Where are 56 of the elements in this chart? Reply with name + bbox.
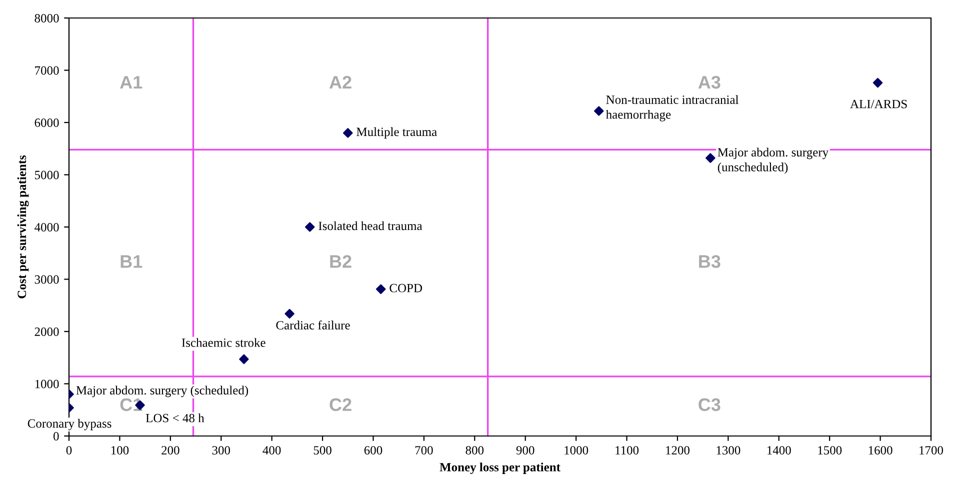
x-tick-label: 500 bbox=[314, 446, 332, 455]
annotation: A3 bbox=[698, 76, 720, 89]
y-tick-label: 7000 bbox=[35, 66, 59, 75]
x-tick-label: 1600 bbox=[868, 446, 892, 455]
x-tick-label: 1400 bbox=[767, 446, 791, 455]
point bbox=[304, 222, 315, 232]
x-tick-label: 200 bbox=[162, 446, 180, 455]
x-tick-label: 1700 bbox=[920, 446, 944, 455]
x-tick-label: 1100 bbox=[616, 446, 639, 455]
x-tick-label: 100 bbox=[111, 446, 129, 455]
point bbox=[239, 354, 249, 364]
annotation: Coronary bypass bbox=[28, 418, 112, 430]
annotation: Isolated head trauma bbox=[318, 221, 422, 230]
point bbox=[594, 106, 604, 116]
y-tick-label: 5000 bbox=[35, 170, 59, 180]
annotation: B1 bbox=[120, 255, 142, 268]
y-axis-title: Cost per surviving patients bbox=[17, 155, 29, 298]
x-tick-label: 1300 bbox=[716, 446, 740, 455]
x-tick-label: 400 bbox=[262, 446, 281, 455]
y-tick-label: 1000 bbox=[35, 380, 59, 388]
x-tick-label: 600 bbox=[364, 446, 382, 455]
y-tick-label: 0 bbox=[54, 432, 59, 440]
y-tick-label: 8000 bbox=[34, 14, 59, 22]
y-tick-label: 2000 bbox=[34, 328, 59, 336]
annotation: Major abdom. surgery (scheduled) bbox=[76, 386, 248, 398]
annotation: Non-traumatic intracranial haemorrhage bbox=[606, 95, 738, 122]
annotation: B3 bbox=[699, 255, 720, 268]
annotation: C2 bbox=[330, 398, 352, 412]
annotation: C3 bbox=[698, 398, 720, 412]
y-tick-label: 3000 bbox=[34, 275, 59, 284]
x-axis-title: Money loss per patient bbox=[440, 462, 560, 474]
y-tick-label: 4000 bbox=[34, 223, 59, 232]
annotation: LOS < 48 h bbox=[146, 414, 204, 422]
annotation: Ischaemic stroke bbox=[182, 338, 266, 347]
x-tick-label: 800 bbox=[466, 446, 484, 455]
point bbox=[872, 78, 883, 88]
point bbox=[376, 284, 386, 294]
annotation: COPD bbox=[390, 284, 422, 292]
annotation: ALI/ARDS bbox=[850, 100, 907, 108]
y-tick-label: 6000 bbox=[34, 118, 59, 127]
annotation: Multiple trauma bbox=[356, 127, 437, 139]
point bbox=[284, 308, 294, 319]
point bbox=[706, 153, 716, 163]
annotation: Major abdom. surgery (unscheduled) bbox=[718, 148, 829, 174]
x-tick-label: 1200 bbox=[666, 446, 690, 455]
x-tick-label: 0 bbox=[66, 446, 72, 455]
x-tick-label: 1000 bbox=[564, 446, 588, 455]
x-tick-label: 1500 bbox=[818, 446, 842, 455]
x-tick-label: 300 bbox=[212, 446, 230, 455]
annotation: B2 bbox=[330, 255, 352, 268]
x-tick-label: 700 bbox=[415, 446, 433, 455]
annotation: A2 bbox=[329, 76, 352, 89]
annotation: A1 bbox=[120, 76, 142, 89]
x-tick-label: 900 bbox=[516, 446, 534, 455]
point bbox=[343, 128, 353, 138]
annotation: Cardiac failure bbox=[276, 320, 350, 330]
